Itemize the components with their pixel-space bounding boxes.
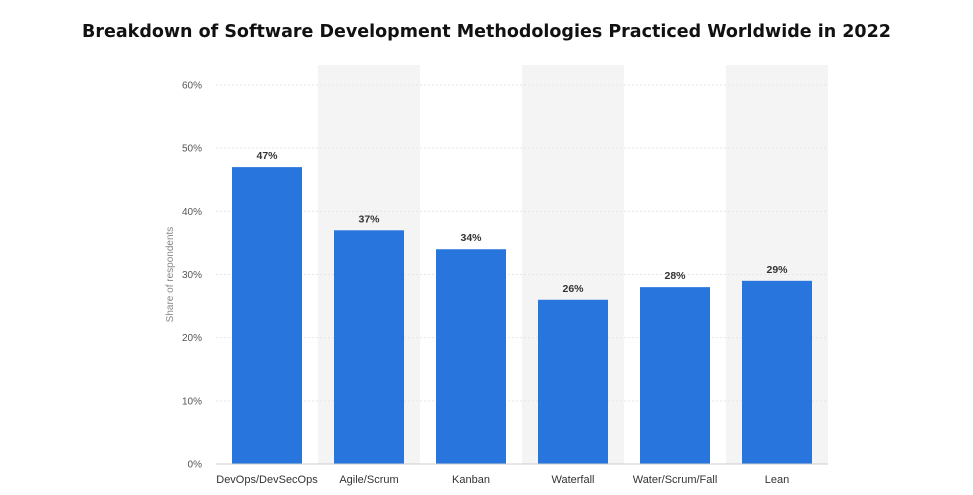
data-label: 47% bbox=[256, 150, 278, 162]
y-axis-label: Share of respondents bbox=[165, 227, 176, 323]
y-tick-label: 20% bbox=[182, 333, 202, 344]
data-label: 28% bbox=[664, 270, 686, 282]
bar bbox=[640, 287, 710, 464]
category-label: Waterfall bbox=[552, 474, 595, 486]
y-tick-label: 10% bbox=[182, 396, 202, 407]
bar bbox=[742, 280, 812, 464]
bar bbox=[538, 299, 608, 464]
y-tick-label: 60% bbox=[182, 81, 202, 92]
bar bbox=[436, 249, 506, 464]
category-label: Water/Scrum/Fall bbox=[633, 474, 718, 486]
gridlines bbox=[216, 84, 828, 402]
data-label: 34% bbox=[460, 232, 482, 244]
y-axis-ticks: 0% 10% 20% 30% 40% 50% 60% bbox=[182, 81, 202, 471]
data-label: 37% bbox=[358, 213, 380, 225]
y-tick-label: 40% bbox=[182, 207, 202, 218]
chart-title: Breakdown of Software Development Method… bbox=[82, 22, 891, 42]
y-tick-label: 50% bbox=[182, 144, 202, 155]
bar bbox=[232, 167, 302, 464]
category-labels: DevOps/DevSecOps Agile/Scrum Kanban Waterfa… bbox=[216, 474, 789, 486]
bar bbox=[334, 230, 404, 464]
category-label: Kanban bbox=[452, 474, 490, 486]
bars bbox=[232, 167, 812, 464]
data-labels: 47% 37% 34% 26% 28% 29% bbox=[256, 150, 788, 295]
y-tick-label: 30% bbox=[182, 270, 202, 281]
category-label: Lean bbox=[765, 474, 789, 486]
data-label: 29% bbox=[766, 264, 788, 276]
y-tick-label: 0% bbox=[188, 460, 203, 471]
category-label: Agile/Scrum bbox=[339, 474, 398, 486]
data-label: 26% bbox=[562, 283, 584, 295]
category-label: DevOps/DevSecOps bbox=[216, 474, 318, 486]
